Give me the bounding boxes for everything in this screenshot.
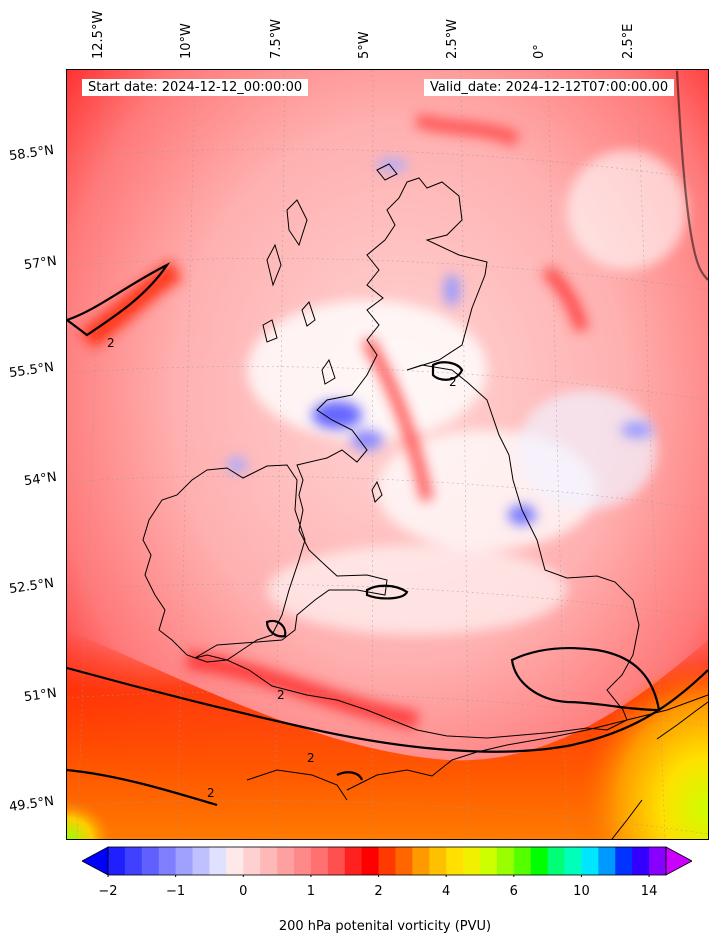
colorbar-swatch	[412, 847, 430, 875]
colorbar-swatch	[649, 847, 667, 875]
colorbar-swatch	[480, 847, 498, 875]
lon-label-12-5w: 12.5°W	[91, 10, 106, 59]
colorbar-tick-label: 4	[442, 884, 451, 899]
pv-2-contours	[67, 70, 708, 807]
colorbar-swatch	[463, 847, 481, 875]
colorbar-swatch	[277, 847, 295, 875]
colorbar-frame	[107, 846, 667, 876]
lon-label-7-5w: 7.5°W	[269, 18, 284, 59]
colorbar-swatch	[294, 847, 312, 875]
colorbar-swatch	[327, 847, 346, 875]
colorbar-swatch	[209, 847, 227, 875]
start-date-label: Start date: 2024-12-12_00:00:00	[82, 79, 309, 96]
colorbar-tick-label: −2	[98, 884, 118, 899]
colorbar-swatch	[175, 847, 194, 875]
graticule	[67, 70, 708, 839]
colorbar-swatch	[446, 847, 464, 875]
lon-label-2-5w: 2.5°W	[445, 18, 460, 59]
colorbar-tick-label: 14	[640, 884, 658, 899]
colorbar-swatch	[192, 847, 211, 875]
colorbar-min-arrow	[82, 846, 109, 876]
colorbar-swatch	[632, 847, 650, 875]
colorbar-max-arrow	[665, 846, 692, 876]
colorbar-swatch	[260, 847, 278, 875]
colorbar-tick-label: 0	[239, 884, 248, 899]
colorbar-swatch	[581, 847, 599, 875]
colorbar-tick-label: 6	[509, 884, 518, 899]
pv-field-map: 2 2 2 2 2	[67, 70, 708, 839]
contour-label-5: 2	[207, 786, 215, 800]
colorbar-swatch	[310, 847, 329, 875]
colorbar-swatch	[513, 847, 532, 875]
lat-label-57n: 57°N	[23, 253, 58, 274]
colorbar-swatch	[158, 847, 177, 875]
colorbar-swatch	[124, 847, 143, 875]
lat-label-49-5n: 49.5°N	[8, 793, 55, 816]
pv-negative-patches	[227, 159, 653, 525]
colorbar-tick-label: −1	[166, 884, 186, 899]
pv-low-patches	[247, 150, 687, 635]
colorbar-swatch	[226, 847, 244, 875]
colorbar-swatch	[429, 847, 447, 875]
valid-date-label: Valid_date: 2024-12-12T07:00:00.00	[424, 79, 675, 96]
lat-label-54n: 54°N	[23, 469, 58, 490]
colorbar-tick-label: 10	[573, 884, 590, 899]
lon-label-0: 0°	[532, 44, 547, 59]
lat-label-58-5n: 58.5°N	[8, 142, 55, 165]
lon-label-5w: 5°W	[357, 31, 372, 59]
colorbar-swatch	[141, 847, 160, 875]
colorbar-swatch	[496, 847, 515, 875]
colorbar-swatch	[361, 847, 380, 875]
colorbar-tick-label: 1	[306, 884, 316, 899]
contour-label-1: 2	[107, 336, 115, 350]
colorbar	[82, 846, 692, 877]
lat-label-51n: 51°N	[23, 685, 58, 706]
colorbar-swatch	[108, 847, 126, 875]
contour-label-4: 2	[307, 751, 315, 765]
lat-label-52-5n: 52.5°N	[8, 575, 55, 598]
lon-label-2-5e: 2.5°E	[621, 23, 636, 59]
lon-label-10w: 10°W	[179, 23, 194, 59]
colorbar-swatch	[530, 847, 549, 875]
colorbar-label: 200 hPa potenital vorticity (PVU)	[278, 919, 492, 934]
colorbar-swatch	[598, 847, 616, 875]
colorbar-swatch	[615, 847, 633, 875]
lat-label-55-5n: 55.5°N	[8, 359, 55, 382]
colorbar-swatch	[378, 847, 397, 875]
pv-southwest-max	[67, 670, 267, 839]
colorbar-tick-label: 2	[374, 884, 383, 899]
contour-label-2: 2	[449, 375, 457, 389]
map-panel[interactable]: 2 2 2 2 2	[66, 69, 709, 840]
colorbar-swatch	[395, 847, 413, 875]
colorbar-swatch	[344, 847, 363, 875]
colorbar-swatch	[243, 847, 261, 875]
colorbar-swatch	[547, 847, 566, 875]
contour-label-3: 2	[277, 688, 285, 702]
colorbar-swatch	[564, 847, 583, 875]
